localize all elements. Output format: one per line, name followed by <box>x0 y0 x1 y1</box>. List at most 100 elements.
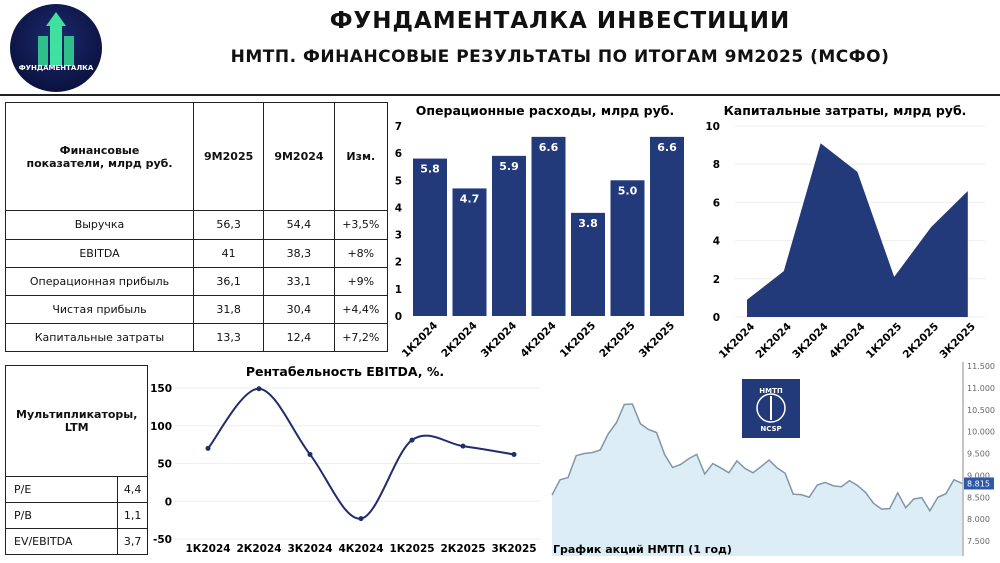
x-tick-label: 3К2024 <box>790 321 830 361</box>
table-cell: EV/EBITDA <box>5 528 118 555</box>
data-label: 5.9 <box>499 160 519 173</box>
y-tick-label: 9.000 <box>967 471 990 480</box>
logo-text: НМТП <box>759 387 783 395</box>
table-cell: 38,3 <box>263 238 335 268</box>
data-label: 5.0 <box>618 184 638 197</box>
x-tick-label: 2К2024 <box>236 543 281 555</box>
data-point <box>511 451 517 457</box>
table-row: Чистая прибыль 31,8 30,4 +4,4% <box>5 294 389 324</box>
y-tick-label: 11.000 <box>967 384 995 393</box>
table-cell: +8% <box>333 238 389 268</box>
page-subtitle: НМТП. ФИНАНСОВЫЕ РЕЗУЛЬТАТЫ ПО ИТОГАМ 9М… <box>230 47 890 67</box>
price-area <box>552 404 962 556</box>
x-tick-label: 2К2024 <box>754 321 794 361</box>
header-cell: Мультипликаторы, LTM <box>4 364 149 478</box>
header-cell: Изм. <box>333 101 389 212</box>
y-tick-label: 7.500 <box>967 537 990 546</box>
data-point <box>256 386 262 392</box>
y-tick-label: 10.000 <box>967 428 995 437</box>
x-tick-label: 3К2024 <box>287 543 332 555</box>
chart-title: Операционные расходы, млрд руб. <box>416 103 674 118</box>
chart-title: Рентабельность EBITDA, %. <box>246 364 444 379</box>
table-cell: 54,4 <box>263 210 335 240</box>
y-tick-label: 2 <box>395 257 402 269</box>
fundamentalka-logo: ФУНДАМЕНТАЛКА <box>10 4 102 92</box>
x-tick-label: 3К2024 <box>479 320 519 360</box>
x-tick-label: 2К2025 <box>901 321 941 361</box>
table-cell: EBITDA <box>5 238 194 268</box>
x-tick-label: 1К2025 <box>558 320 598 360</box>
financials-table: Финансовые показатели, млрд руб. 9M2025 … <box>5 101 389 353</box>
bar <box>452 188 487 316</box>
data-point <box>409 437 415 443</box>
x-tick-label: 4К2024 <box>518 320 558 360</box>
x-tick-label: 2К2025 <box>597 320 637 360</box>
table-cell: 3,7 <box>116 528 149 555</box>
last-price-label: 8.815 <box>967 479 990 488</box>
table-cell: Операционная прибыль <box>5 266 194 296</box>
x-tick-label: 2К2024 <box>439 320 479 360</box>
y-tick-label: 6 <box>713 197 720 209</box>
table-cell: 12,4 <box>263 322 335 353</box>
x-tick-label: 3К2025 <box>637 320 677 360</box>
data-label: 6.6 <box>539 141 559 154</box>
table-header-row: Мультипликаторы, LTM <box>4 364 149 478</box>
x-tick-label: 2К2025 <box>440 543 485 555</box>
y-tick-label: 4 <box>713 236 720 248</box>
bar <box>413 158 447 316</box>
logo-text: ФУНДАМЕНТАЛКА <box>18 64 94 72</box>
table-cell: P/E <box>5 476 118 504</box>
data-point <box>460 443 466 449</box>
area-series <box>747 143 968 317</box>
y-tick-label: -50 <box>153 534 172 546</box>
table-row: Операционная прибыль 36,1 33,1 +9% <box>5 266 389 296</box>
y-tick-label: 1 <box>395 284 402 296</box>
data-point <box>307 451 313 457</box>
table-cell: +4,4% <box>333 294 389 324</box>
table-cell: 1,1 <box>116 502 149 530</box>
y-tick-label: 10.500 <box>967 406 995 415</box>
x-tick-label: 1К2024 <box>185 543 230 555</box>
y-tick-label: 3 <box>395 230 402 242</box>
table-cell: 4,4 <box>116 476 149 504</box>
table-cell: Чистая прибыль <box>5 294 194 324</box>
data-point <box>358 516 364 522</box>
y-tick-label: 0 <box>165 496 172 508</box>
bar <box>610 180 645 316</box>
table-row: Капитальные затраты 13,3 12,4 +7,2% <box>5 322 389 353</box>
y-tick-label: 150 <box>150 383 172 395</box>
data-label: 6.6 <box>657 141 677 154</box>
x-tick-label: 3К2025 <box>491 543 536 555</box>
table-cell: 30,4 <box>263 294 335 324</box>
divider <box>0 94 1000 96</box>
table-row: Выручка 56,3 54,4 +3,5% <box>5 210 389 240</box>
y-tick-label: 0 <box>395 311 402 323</box>
y-tick-label: 6 <box>395 148 402 160</box>
chart-title: График акций НМТП (1 год) <box>553 543 732 556</box>
table-row: EBITDA 41 38,3 +8% <box>5 238 389 268</box>
y-tick-label: 8.000 <box>967 515 990 524</box>
page-title: ФУНДАМЕНТАЛКА ИНВЕСТИЦИИ <box>329 8 791 34</box>
bar <box>571 212 605 316</box>
bar <box>650 136 684 316</box>
table-row: EV/EBITDA 3,7 <box>5 528 149 555</box>
y-tick-label: 9.500 <box>967 450 990 459</box>
header-cell: 9M2025 <box>192 101 265 212</box>
y-tick-label: 8 <box>713 159 720 171</box>
x-tick-label: 3К2025 <box>938 321 978 361</box>
table-cell: 13,3 <box>192 322 265 353</box>
price-line <box>551 403 963 513</box>
bar <box>492 155 526 316</box>
chart-title: Капитальные затраты, млрд руб. <box>724 103 967 118</box>
last-price-badge <box>964 477 994 490</box>
table-cell: 31,8 <box>192 294 265 324</box>
x-tick-label: 1К2024 <box>717 321 757 361</box>
header-cell: 9M2024 <box>263 101 335 212</box>
data-label: 3.8 <box>578 217 598 230</box>
y-tick-label: 7 <box>395 121 402 133</box>
y-tick-label: 4 <box>395 202 402 214</box>
logo-text: NCSP <box>760 425 781 433</box>
y-tick-label: 0 <box>713 312 720 324</box>
table-cell: 56,3 <box>192 210 265 240</box>
